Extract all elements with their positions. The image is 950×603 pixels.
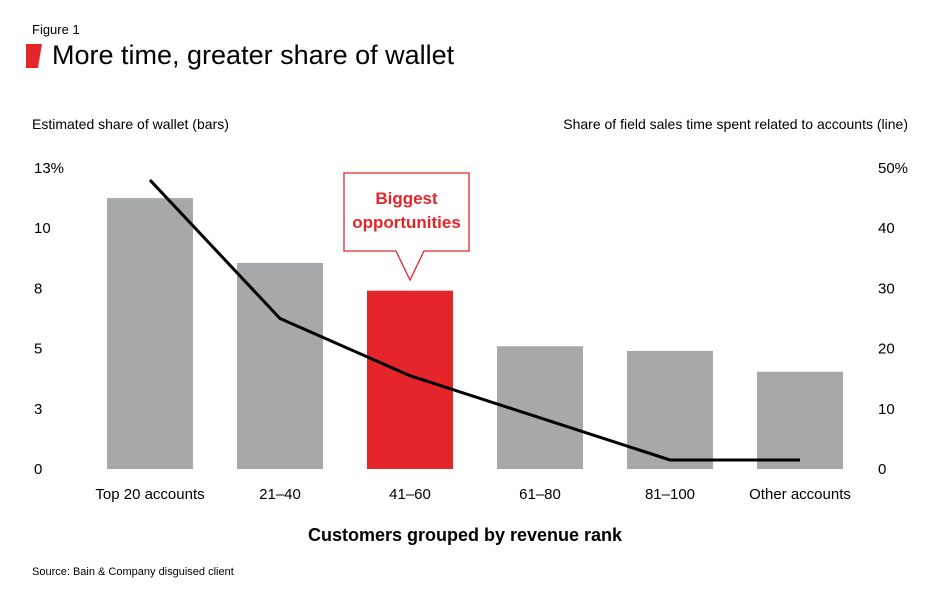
- category-label: 61–80: [519, 486, 561, 503]
- callout-text: Biggest: [375, 189, 438, 208]
- bar: [757, 371, 843, 469]
- left-tick-label: 0: [34, 461, 42, 478]
- left-tick-label: 10: [34, 220, 51, 237]
- category-label: 21–40: [259, 486, 301, 503]
- category-label: 81–100: [645, 486, 695, 503]
- bar: [237, 262, 323, 469]
- left-tick-label: 3: [34, 401, 42, 418]
- bar-highlight: [367, 290, 453, 469]
- left-axis-label: Estimated share of wallet (bars): [32, 116, 229, 132]
- line-series: [148, 179, 800, 462]
- right-tick-label: 40: [878, 220, 895, 237]
- right-tick-label: 30: [878, 280, 895, 297]
- callout-box: [343, 172, 470, 282]
- right-axis-label: Share of field sales time spent related …: [563, 116, 908, 132]
- chart-title: More time, greater share of wallet: [52, 40, 455, 70]
- left-tick-label: 13%: [34, 160, 64, 177]
- right-tick-label: 10: [878, 401, 895, 418]
- bar: [107, 198, 193, 469]
- figure-label: Figure 1: [32, 22, 80, 37]
- right-tick-label: 0: [878, 461, 886, 478]
- category-label: 41–60: [389, 486, 431, 503]
- title-accent-mark-icon: [26, 43, 42, 68]
- x-axis-label: Customers grouped by revenue rank: [308, 525, 623, 545]
- right-tick-label: 20: [878, 341, 895, 358]
- title-row: More time, greater share of wallet: [26, 40, 454, 71]
- left-tick-label: 8: [34, 280, 42, 297]
- right-tick-label: 50%: [878, 160, 908, 177]
- category-label: Top 20 accounts: [95, 486, 204, 503]
- category-label: Other accounts: [749, 486, 851, 503]
- callout-text: opportunities: [352, 213, 461, 232]
- left-tick-label: 5: [34, 341, 42, 358]
- source-note: Source: Bain & Company disguised client: [32, 566, 234, 578]
